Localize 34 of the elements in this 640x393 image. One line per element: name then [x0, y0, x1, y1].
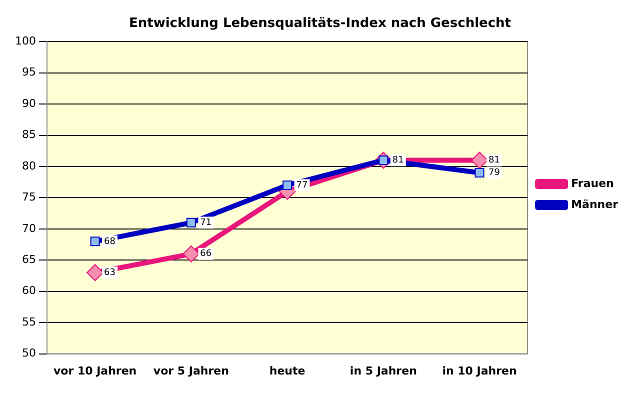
- y-tick-label: 55: [22, 315, 36, 328]
- legend-label: Männer: [571, 198, 619, 211]
- point: [474, 168, 484, 178]
- data-label: 68: [104, 236, 116, 247]
- x-tick-label: in 10 Jahren: [442, 364, 517, 378]
- legend-label: Frauen: [571, 176, 614, 190]
- x-tick-label: vor 5 Jahren: [153, 364, 229, 378]
- y-tick-label: 85: [22, 128, 36, 142]
- data-label: 79: [488, 168, 500, 178]
- y-tick-label: 75: [22, 190, 36, 204]
- data-label: 71: [200, 218, 212, 228]
- y-tick-label: 50: [22, 346, 36, 360]
- point: [471, 152, 488, 169]
- y-tick-label: 80: [22, 159, 36, 172]
- point: [90, 236, 100, 246]
- x-tick-label: in 5 Jahren: [350, 364, 417, 378]
- point: [86, 264, 104, 282]
- point: [182, 245, 200, 262]
- data-label: 77: [296, 180, 308, 191]
- y-tick-label: 60: [22, 284, 36, 298]
- y-tick-label: 70: [22, 222, 36, 235]
- data-label: 66: [200, 249, 212, 260]
- y-tick-label: 100: [14, 34, 36, 48]
- y-tick-label: 90: [22, 96, 36, 110]
- x-tick-label: vor 10 Jahren: [53, 364, 137, 378]
- data-label: 81: [488, 156, 500, 166]
- point: [282, 180, 292, 190]
- y-tick-label: 65: [22, 253, 36, 266]
- y-tick-label: 95: [22, 66, 36, 79]
- x-tick-label: heute: [269, 364, 306, 378]
- chart-title: Entwicklung Lebensqualitäts-Index nach Geschlecht: [128, 16, 512, 32]
- point: [186, 218, 196, 228]
- data-label: 63: [104, 268, 116, 278]
- data-label: 81: [392, 156, 404, 166]
